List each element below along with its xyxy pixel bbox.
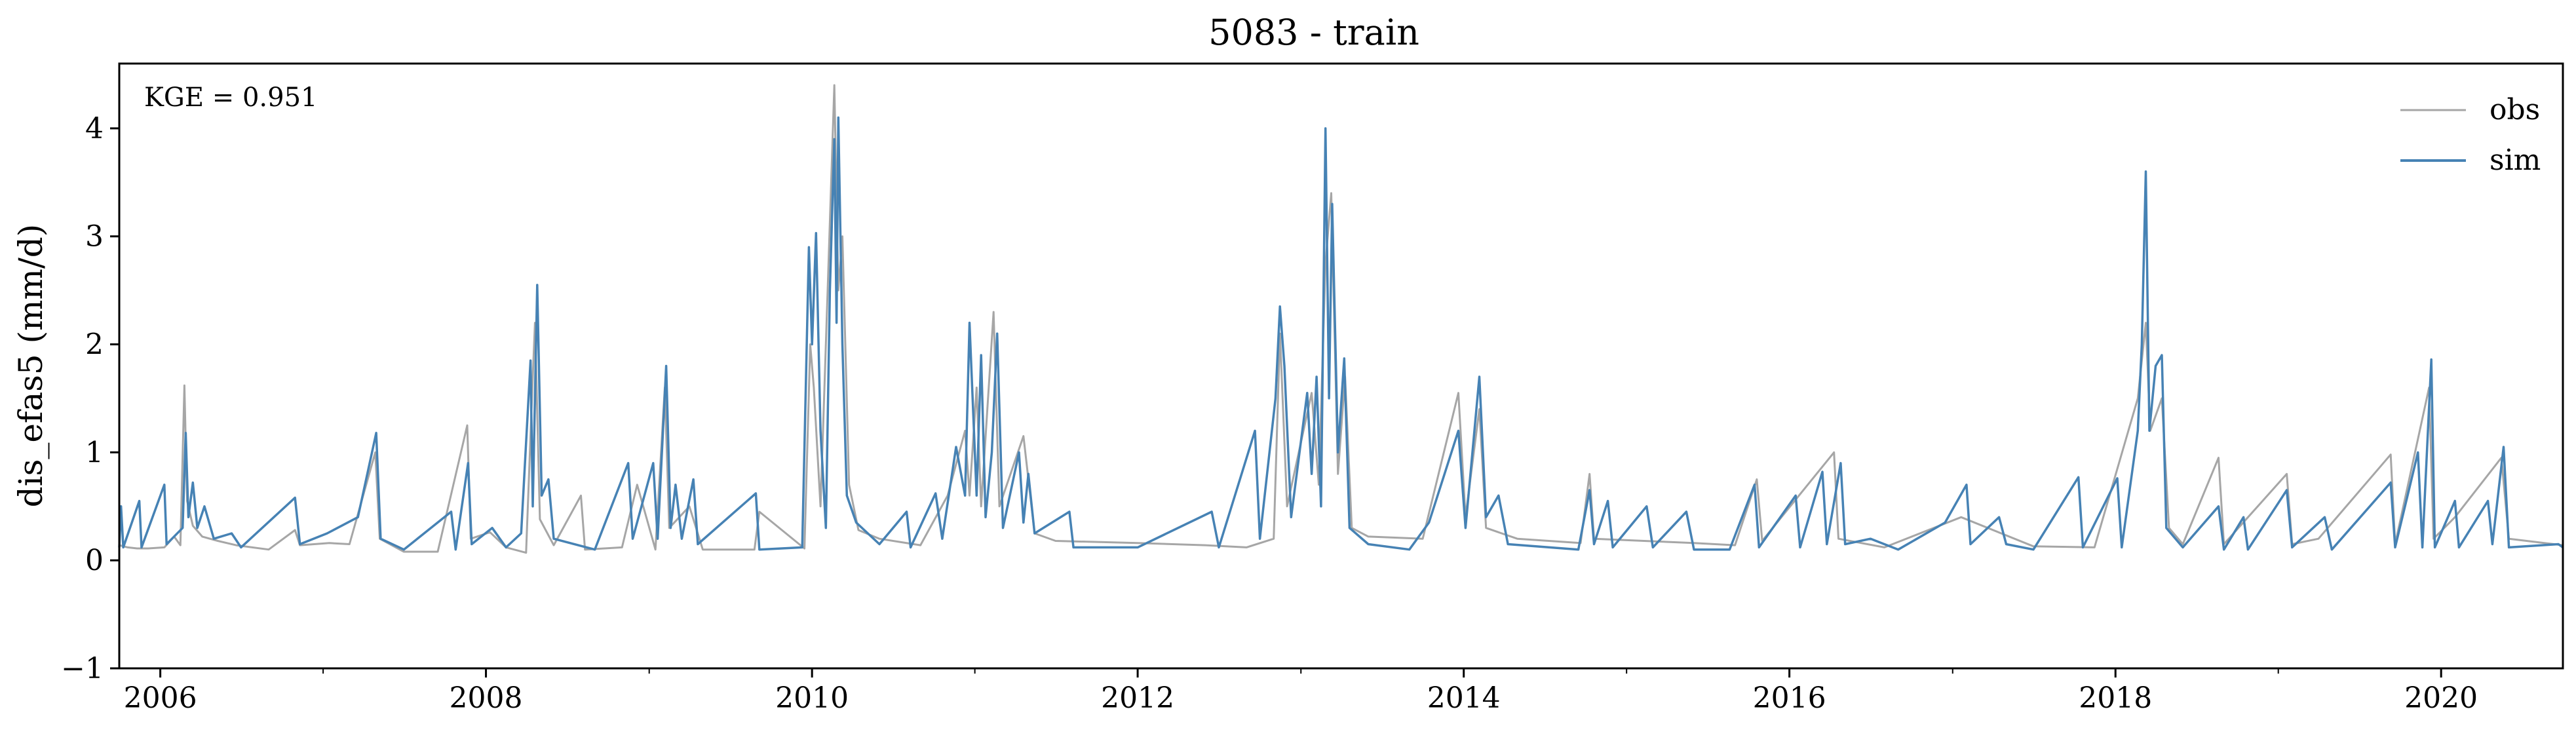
x-tick-label: 2012 bbox=[1101, 681, 1174, 715]
series-line-sim bbox=[118, 116, 2564, 551]
x-tick-label: 2020 bbox=[2404, 681, 2478, 715]
plot-frame bbox=[118, 62, 2564, 670]
x-tick-label: 2014 bbox=[1427, 681, 1501, 715]
kge-annotation: KGE = 0.951 bbox=[144, 83, 318, 113]
x-tick-label: 2008 bbox=[450, 681, 523, 715]
y-tick-label: 1 bbox=[85, 436, 104, 469]
legend-label-obs: obs bbox=[2489, 93, 2540, 126]
legend: obs sim bbox=[2400, 93, 2541, 177]
y-axis-label: dis_efas5 (mm/d) bbox=[12, 224, 50, 508]
legend-label-sim: sim bbox=[2489, 143, 2541, 177]
chart-title: 5083 - train bbox=[1208, 12, 1419, 53]
plot-layer bbox=[118, 84, 2564, 554]
series-line-obs bbox=[119, 84, 2564, 554]
x-tick-label: 2010 bbox=[775, 681, 849, 715]
y-tick-label: 0 bbox=[85, 544, 104, 577]
y-tick-label: 4 bbox=[85, 112, 104, 145]
axis-layer: 2006 2008 2010 2012 2014 2016 2018 2020 −1 0 1 2 3 4 bbox=[61, 112, 2478, 715]
x-tick-label: 2016 bbox=[1753, 681, 1826, 715]
y-tick-label: 2 bbox=[85, 328, 104, 362]
y-tick-label: 3 bbox=[85, 220, 104, 254]
x-tick-label: 2006 bbox=[124, 681, 197, 715]
x-tick-label: 2018 bbox=[2079, 681, 2152, 715]
y-tick-label: −1 bbox=[61, 652, 104, 685]
